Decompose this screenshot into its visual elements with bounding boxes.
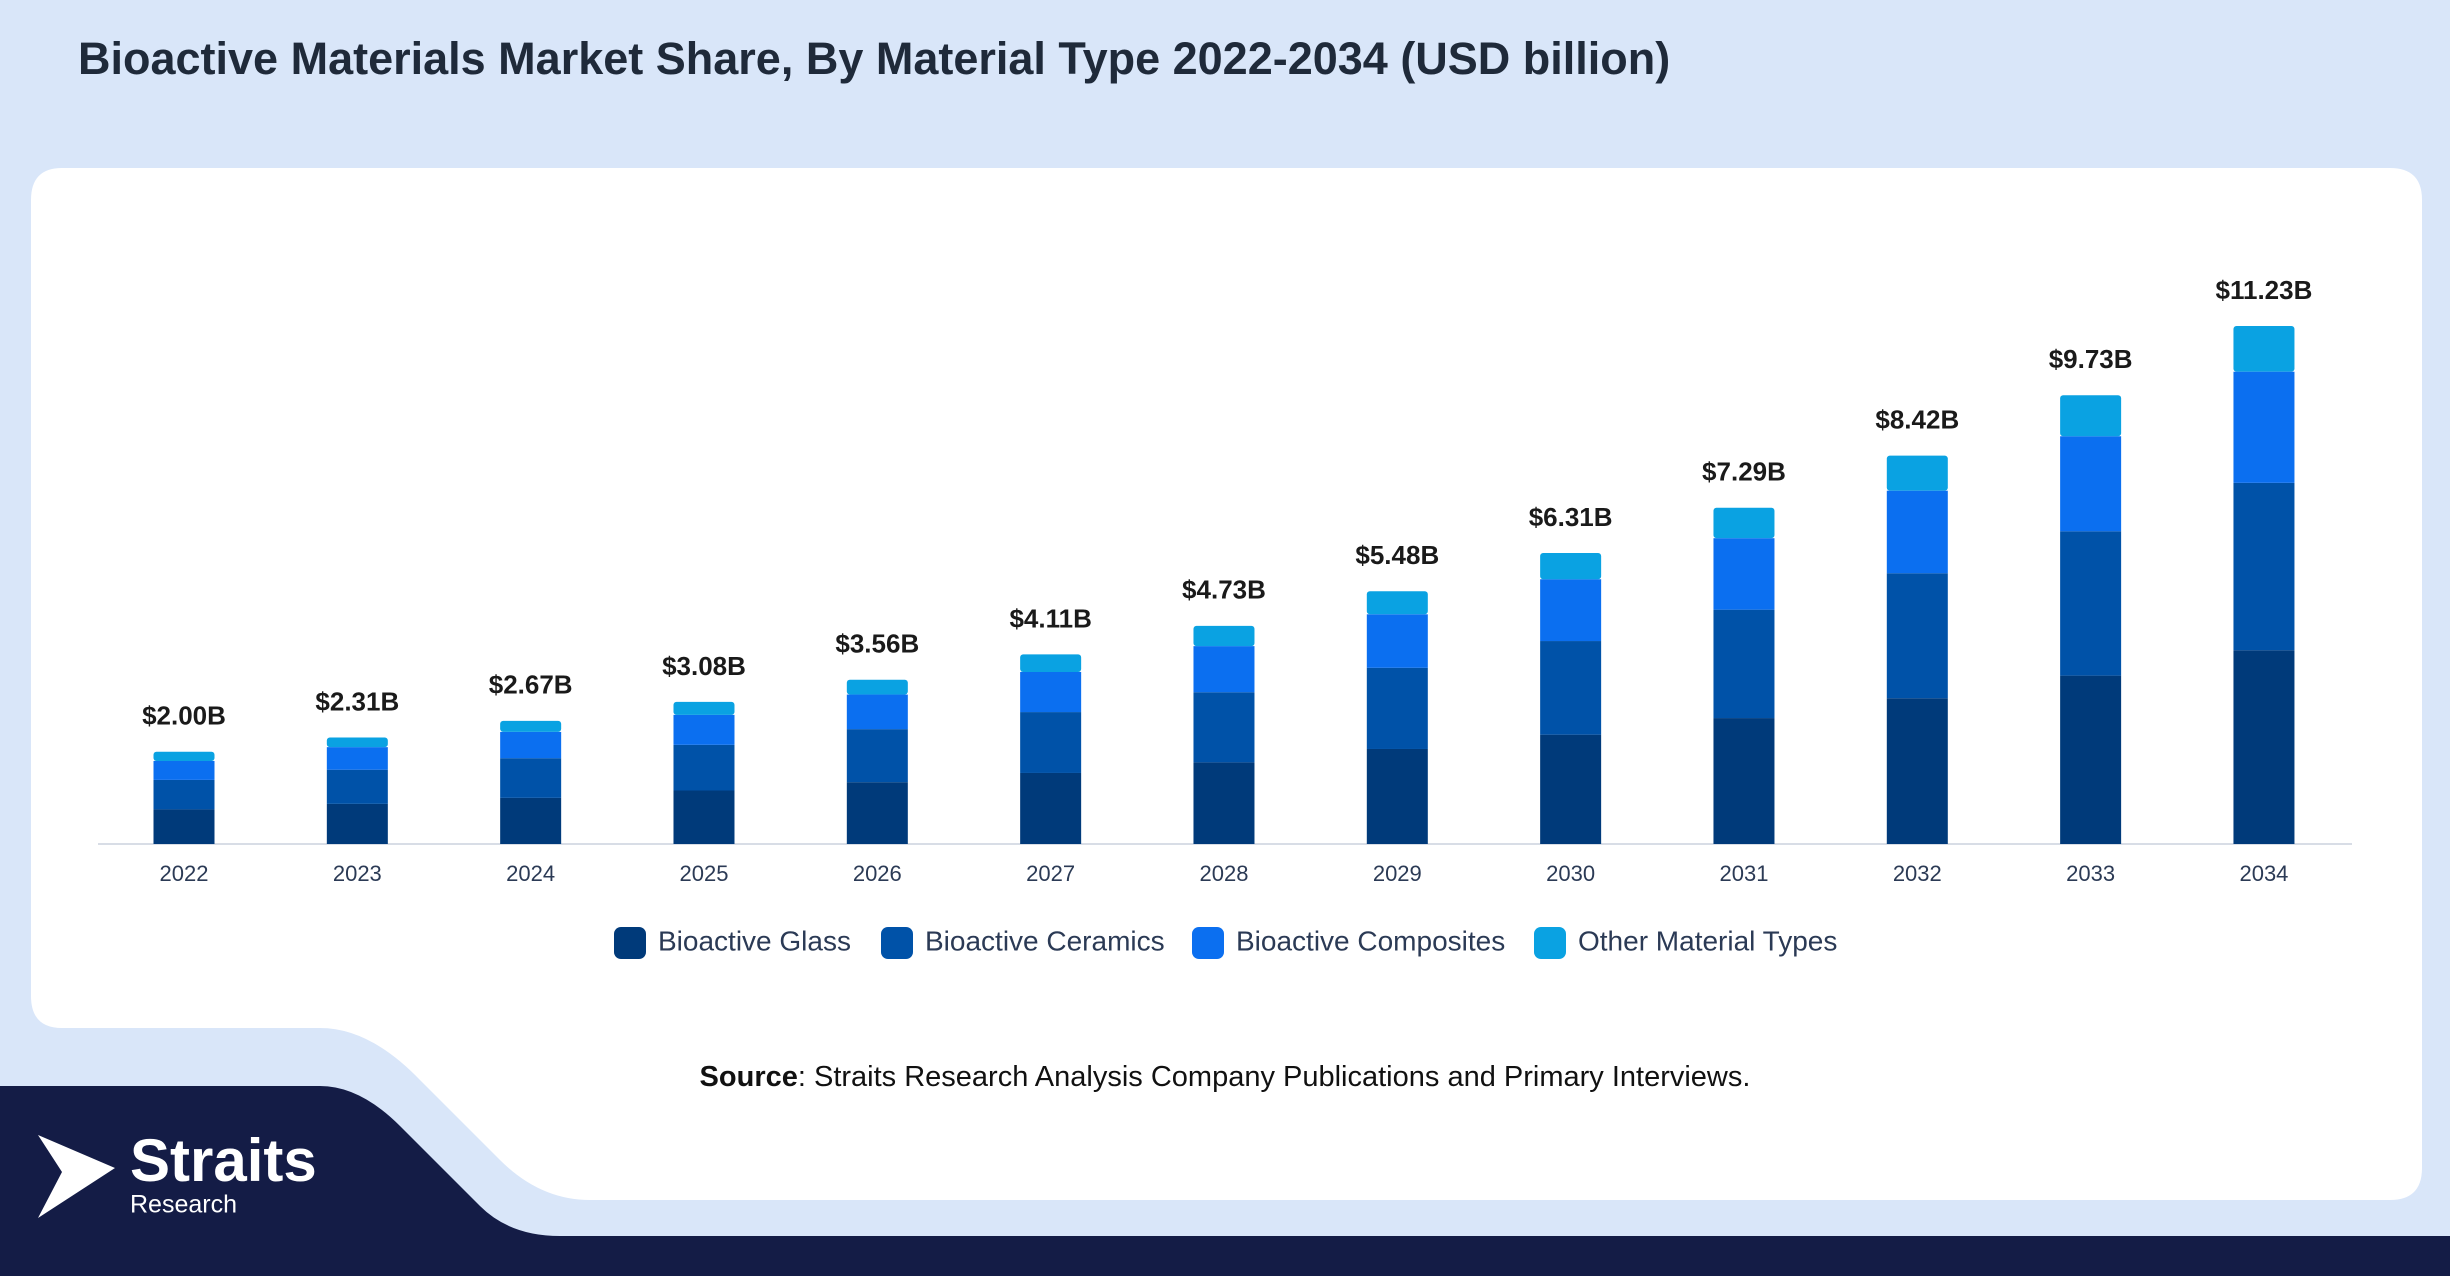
bar-segment [846,782,908,844]
total-label: $4.11B [1009,603,1091,633]
bar-segment [153,779,215,810]
x-tick-label: 2025 [680,861,729,886]
bar-segment [2060,395,2122,437]
bar-segment [1193,646,1255,693]
bar-segment [326,803,388,844]
bar-segment [673,790,735,844]
total-label: $2.67B [489,670,573,700]
bar-segment [2233,482,2295,651]
total-label: $6.31B [1529,502,1613,532]
bar-segment [1886,698,1948,844]
footer-band [0,1086,2450,1276]
source: Source: Straits Research Analysis Compan… [700,1061,1751,1093]
bar-segment [1020,654,1082,672]
x-tick-label: 2023 [333,861,382,886]
x-tick-label: 2028 [1200,861,1249,886]
chart-title: Bioactive Materials Market Share, By Mat… [78,33,1670,84]
source-text: : Straits Research Analysis Company Publ… [798,1061,1751,1093]
bar-segment [1713,609,1775,719]
bar-segment [153,751,215,761]
x-tick-label: 2029 [1373,861,1422,886]
bar-segment [1540,641,1602,735]
total-label: $2.00B [142,701,226,731]
source-label: Source [700,1061,798,1093]
bar-segment [1540,552,1602,580]
bar-segment [500,731,562,759]
x-tick-label: 2030 [1546,861,1595,886]
total-label: $7.29B [1702,457,1786,487]
bar-segment [1193,762,1255,844]
x-tick-label: 2024 [506,861,555,886]
bar-segment [326,737,388,748]
bar-segment [2233,650,2295,844]
bar-segment [846,679,908,695]
bar-segment [1193,692,1255,763]
bar-segment [2060,436,2122,532]
bar-segment [673,744,735,791]
bar-segment [846,694,908,730]
total-label: $9.73B [2049,344,2133,374]
total-label: $5.48B [1355,540,1439,570]
legend-swatch [881,927,913,959]
bar-segment [2060,531,2122,676]
logo-name: Straits [130,1127,317,1194]
bar-segment [153,809,215,844]
x-tick-label: 2034 [2239,861,2288,886]
legend-swatch [1192,927,1224,959]
bar-segment [500,720,562,732]
total-label: $8.42B [1875,404,1959,434]
total-label: $3.08B [662,651,746,681]
bar-segment [1193,625,1255,647]
bar-segment [2060,675,2122,844]
total-label: $11.23B [2216,275,2313,305]
logo-sub: Research [130,1191,237,1219]
bar-segment [1366,591,1428,615]
legend-label: Bioactive Ceramics [925,925,1165,956]
legend-swatch [1534,927,1566,959]
bar-segment [1020,772,1082,844]
bar-segment [1713,538,1775,610]
bar-segment [1713,718,1775,844]
bar-segment [1713,507,1775,539]
bar-segment [1540,579,1602,642]
x-tick-label: 2026 [853,861,902,886]
bar-segment [1886,490,1948,574]
bar-segment [673,714,735,745]
x-tick-label: 2032 [1893,861,1942,886]
total-label: $2.31B [315,686,399,716]
bar-segment [1886,455,1948,491]
bar-segment [1540,734,1602,844]
bar-segment [500,797,562,844]
bar-segment [673,701,735,715]
legend-label: Bioactive Composites [1236,925,1505,956]
bar-segment [326,747,388,770]
bar-segment [1020,712,1082,773]
bar-segment [1366,614,1428,668]
x-tick-label: 2022 [160,861,209,886]
bar-segment [1366,748,1428,844]
bar-segment [1886,573,1948,699]
bar-segment [2233,371,2295,483]
legend-label: Bioactive Glass [658,925,851,956]
total-label: $4.73B [1182,575,1266,605]
x-tick-label: 2033 [2066,861,2115,886]
bar-segment [2233,326,2295,372]
bar-segment [1020,671,1082,713]
bar-segment [500,758,562,798]
total-label: $3.56B [835,629,919,659]
bar-segment [153,760,215,780]
bar-segment [326,769,388,804]
x-tick-label: 2027 [1026,861,1075,886]
logo-icon [38,1135,115,1218]
legend-swatch [614,927,646,959]
bar-segment [1366,667,1428,749]
x-tick-label: 2031 [1719,861,1768,886]
legend-label: Other Material Types [1578,925,1837,956]
bar-segment [846,729,908,783]
